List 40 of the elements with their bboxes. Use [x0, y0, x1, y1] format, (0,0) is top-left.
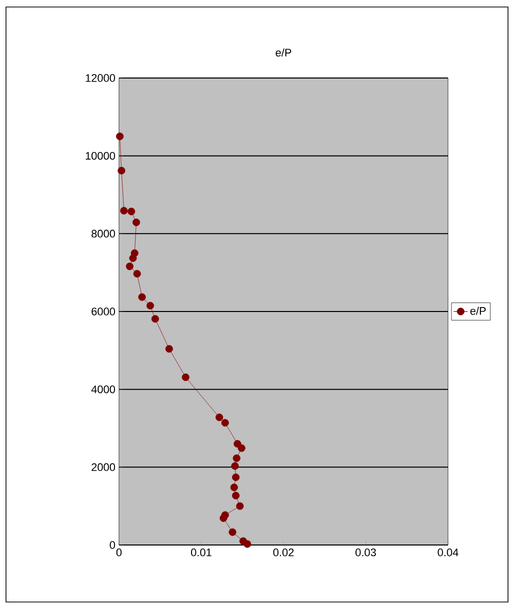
point	[138, 293, 146, 301]
point	[236, 502, 244, 510]
point	[232, 454, 240, 462]
y-tick-label: 2000	[92, 463, 116, 472]
point	[116, 132, 124, 140]
point	[130, 249, 138, 257]
y-tick-label: 8000	[92, 230, 116, 238]
point	[133, 270, 141, 278]
y-tick-label: 6000	[92, 308, 116, 316]
point	[239, 537, 247, 545]
point	[182, 373, 190, 382]
point	[234, 440, 242, 448]
point	[230, 484, 238, 492]
point	[232, 473, 240, 482]
y-tick-label: 10000	[86, 152, 116, 160]
y-tick-label: 12000	[86, 74, 116, 82]
x-tick-label: 0	[116, 548, 122, 556]
point	[165, 345, 173, 353]
point	[132, 218, 140, 226]
point	[228, 528, 236, 536]
chart-title: e/P	[276, 48, 292, 56]
point	[221, 419, 229, 427]
x-tick-label: 0.03	[356, 548, 376, 556]
point	[238, 444, 246, 452]
point	[118, 166, 126, 174]
point	[231, 462, 239, 470]
point	[126, 262, 134, 270]
point	[146, 302, 154, 310]
point	[128, 208, 136, 216]
legend-label: e/P	[470, 306, 486, 315]
y-tick-label: 0	[110, 541, 116, 549]
point	[216, 414, 224, 422]
point	[151, 315, 159, 323]
point	[120, 206, 128, 214]
x-tick-label: 0.01	[191, 548, 212, 556]
y-tick-label: 4000	[91, 385, 116, 394]
x-tick-label: 0.02	[273, 548, 294, 556]
point	[232, 492, 240, 500]
x-tick-label: 0.04	[438, 548, 458, 556]
point	[221, 511, 229, 519]
